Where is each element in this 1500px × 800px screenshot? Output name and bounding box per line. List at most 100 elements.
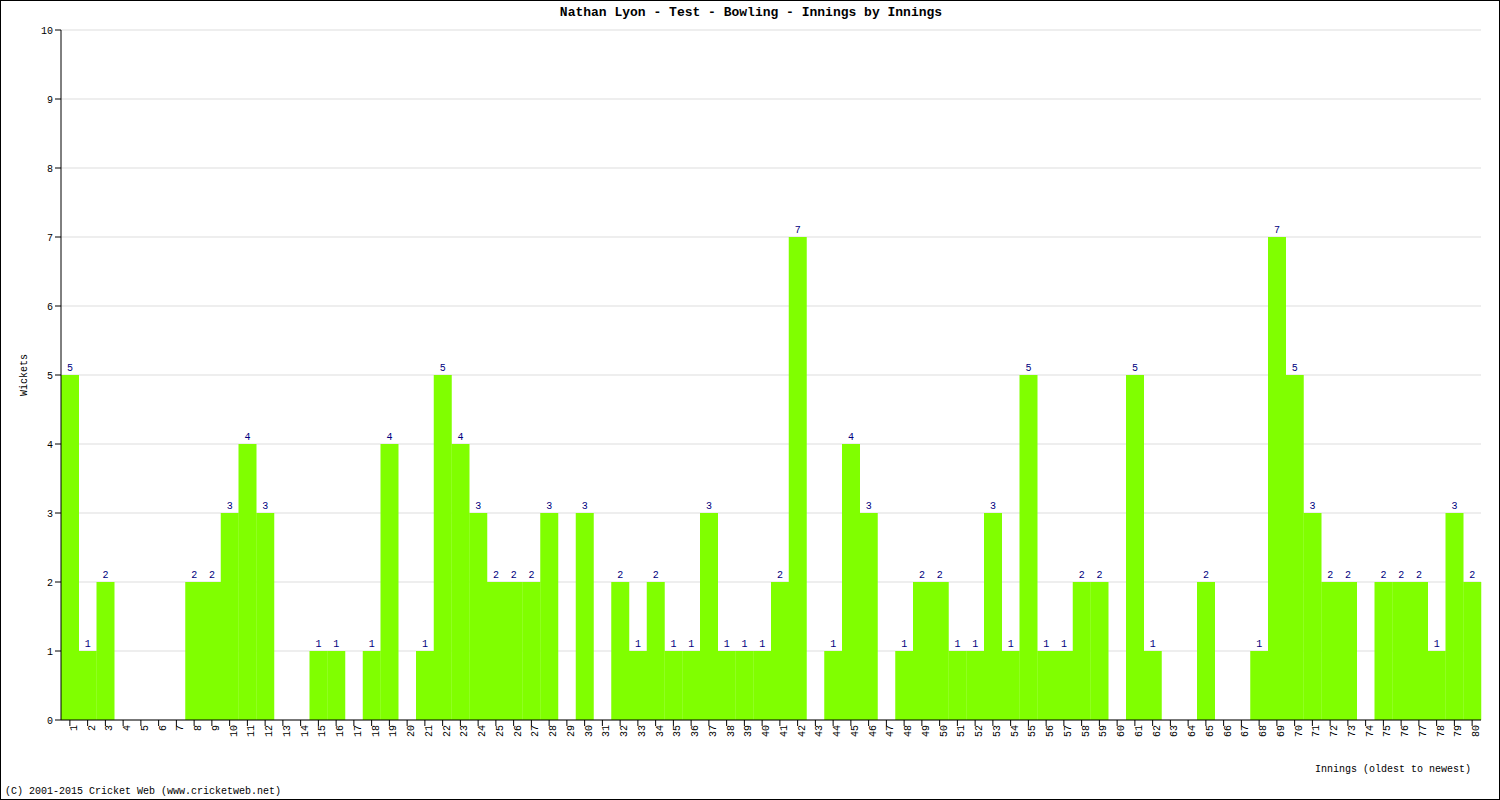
svg-text:66: 66 — [1223, 725, 1234, 737]
svg-text:1: 1 — [954, 639, 960, 650]
svg-text:78: 78 — [1436, 725, 1447, 737]
svg-text:14: 14 — [300, 725, 311, 737]
svg-text:4: 4 — [122, 725, 133, 731]
svg-text:15: 15 — [317, 725, 328, 737]
svg-text:61: 61 — [1134, 725, 1145, 737]
svg-text:1: 1 — [830, 639, 836, 650]
svg-text:69: 69 — [1276, 725, 1287, 737]
svg-text:29: 29 — [566, 725, 577, 737]
svg-text:2: 2 — [653, 570, 659, 581]
svg-text:3: 3 — [1309, 501, 1315, 512]
svg-text:38: 38 — [726, 725, 737, 737]
svg-text:2: 2 — [1469, 570, 1475, 581]
svg-text:5: 5 — [47, 371, 53, 382]
svg-text:28: 28 — [548, 725, 559, 737]
svg-text:58: 58 — [1081, 725, 1092, 737]
svg-text:4: 4 — [47, 440, 53, 451]
svg-text:72: 72 — [1329, 725, 1340, 737]
svg-text:1: 1 — [1043, 639, 1049, 650]
svg-text:5: 5 — [1132, 363, 1138, 374]
svg-text:35: 35 — [672, 725, 683, 737]
svg-text:8: 8 — [193, 725, 204, 731]
svg-text:2: 2 — [209, 570, 215, 581]
svg-text:1: 1 — [1256, 639, 1262, 650]
svg-text:46: 46 — [868, 725, 879, 737]
svg-text:63: 63 — [1169, 725, 1180, 737]
svg-text:55: 55 — [1027, 725, 1038, 737]
svg-text:1: 1 — [670, 639, 676, 650]
svg-text:1: 1 — [69, 725, 80, 731]
svg-text:2: 2 — [1398, 570, 1404, 581]
svg-text:3: 3 — [866, 501, 872, 512]
svg-text:1: 1 — [688, 639, 694, 650]
svg-text:1: 1 — [759, 639, 765, 650]
svg-text:53: 53 — [992, 725, 1003, 737]
svg-text:67: 67 — [1240, 725, 1251, 737]
svg-text:1: 1 — [741, 639, 747, 650]
svg-text:3: 3 — [475, 501, 481, 512]
svg-text:1: 1 — [901, 639, 907, 650]
svg-text:6: 6 — [47, 302, 53, 313]
svg-text:2: 2 — [937, 570, 943, 581]
svg-text:1: 1 — [1434, 639, 1440, 650]
svg-text:32: 32 — [619, 725, 630, 737]
svg-text:5: 5 — [140, 725, 151, 731]
svg-text:65: 65 — [1205, 725, 1216, 737]
svg-text:2: 2 — [1096, 570, 1102, 581]
svg-text:5: 5 — [1025, 363, 1031, 374]
svg-text:3: 3 — [546, 501, 552, 512]
svg-text:25: 25 — [495, 725, 506, 737]
svg-text:37: 37 — [708, 725, 719, 737]
svg-text:64: 64 — [1187, 725, 1198, 737]
svg-text:1: 1 — [1150, 639, 1156, 650]
svg-text:5: 5 — [440, 363, 446, 374]
svg-text:2: 2 — [191, 570, 197, 581]
svg-text:39: 39 — [743, 725, 754, 737]
svg-text:31: 31 — [601, 725, 612, 737]
svg-text:11: 11 — [246, 725, 257, 737]
svg-text:52: 52 — [974, 725, 985, 737]
svg-text:80: 80 — [1471, 725, 1482, 737]
svg-text:2: 2 — [1380, 570, 1386, 581]
svg-text:23: 23 — [459, 725, 470, 737]
svg-text:2: 2 — [493, 570, 499, 581]
svg-text:34: 34 — [655, 725, 666, 737]
svg-text:77: 77 — [1418, 725, 1429, 737]
svg-text:24: 24 — [477, 725, 488, 737]
svg-text:2: 2 — [1203, 570, 1209, 581]
svg-text:9: 9 — [211, 725, 222, 731]
svg-text:0: 0 — [47, 716, 53, 727]
svg-text:2: 2 — [102, 570, 108, 581]
svg-text:70: 70 — [1294, 725, 1305, 737]
svg-text:56: 56 — [1045, 725, 1056, 737]
svg-text:5: 5 — [1292, 363, 1298, 374]
svg-text:57: 57 — [1063, 725, 1074, 737]
svg-text:8: 8 — [47, 164, 53, 175]
svg-text:40: 40 — [761, 725, 772, 737]
svg-text:18: 18 — [371, 725, 382, 737]
svg-text:30: 30 — [584, 725, 595, 737]
svg-text:3: 3 — [104, 725, 115, 731]
svg-text:1: 1 — [635, 639, 641, 650]
svg-text:7: 7 — [1274, 225, 1280, 236]
svg-text:19: 19 — [388, 725, 399, 737]
svg-text:10: 10 — [41, 26, 53, 37]
svg-text:45: 45 — [850, 725, 861, 737]
svg-text:1: 1 — [972, 639, 978, 650]
svg-text:7: 7 — [175, 725, 186, 731]
svg-text:2: 2 — [87, 725, 98, 731]
svg-text:9: 9 — [47, 95, 53, 106]
svg-text:7: 7 — [795, 225, 801, 236]
svg-text:2: 2 — [1327, 570, 1333, 581]
svg-text:33: 33 — [637, 725, 648, 737]
svg-text:62: 62 — [1152, 725, 1163, 737]
svg-text:68: 68 — [1258, 725, 1269, 737]
svg-text:1: 1 — [1008, 639, 1014, 650]
svg-text:75: 75 — [1382, 725, 1393, 737]
svg-text:22: 22 — [442, 725, 453, 737]
svg-text:1: 1 — [724, 639, 730, 650]
svg-text:1: 1 — [315, 639, 321, 650]
svg-text:41: 41 — [779, 725, 790, 737]
svg-text:4: 4 — [457, 432, 463, 443]
svg-text:3: 3 — [227, 501, 233, 512]
